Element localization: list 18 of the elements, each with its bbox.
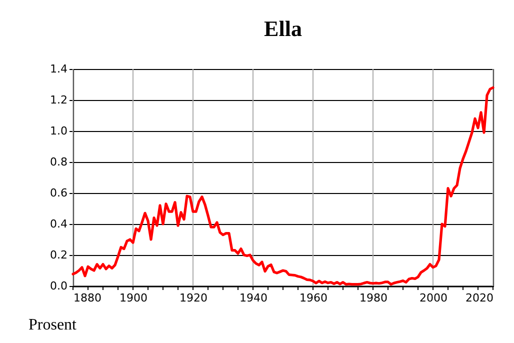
y-tick-label: 0.6 [50,186,68,200]
x-tick-label: 1940 [240,292,268,304]
y-tick-label: 1.4 [50,62,68,76]
x-tick-label: 1900 [120,292,148,304]
y-tick-label: 1.0 [50,124,68,138]
y-tick-label: 0.0 [50,280,68,292]
x-tick-label: 1980 [360,292,388,304]
x-tick-label: 2020 [466,292,494,304]
x-tick-label: 1880 [74,292,102,304]
chart-title: Ella [264,16,302,41]
y-tick-label: 0.4 [50,218,68,230]
y-tick-label: 0.2 [50,248,68,262]
y-tick-label: 1.2 [50,94,68,106]
x-tick-label: 1960 [300,292,328,304]
y-tick-label: 0.8 [50,156,68,168]
x-tick-label: 2000 [420,292,448,304]
x-tick-label: 1920 [180,292,208,304]
y-axis-title: Prosent [28,316,78,334]
